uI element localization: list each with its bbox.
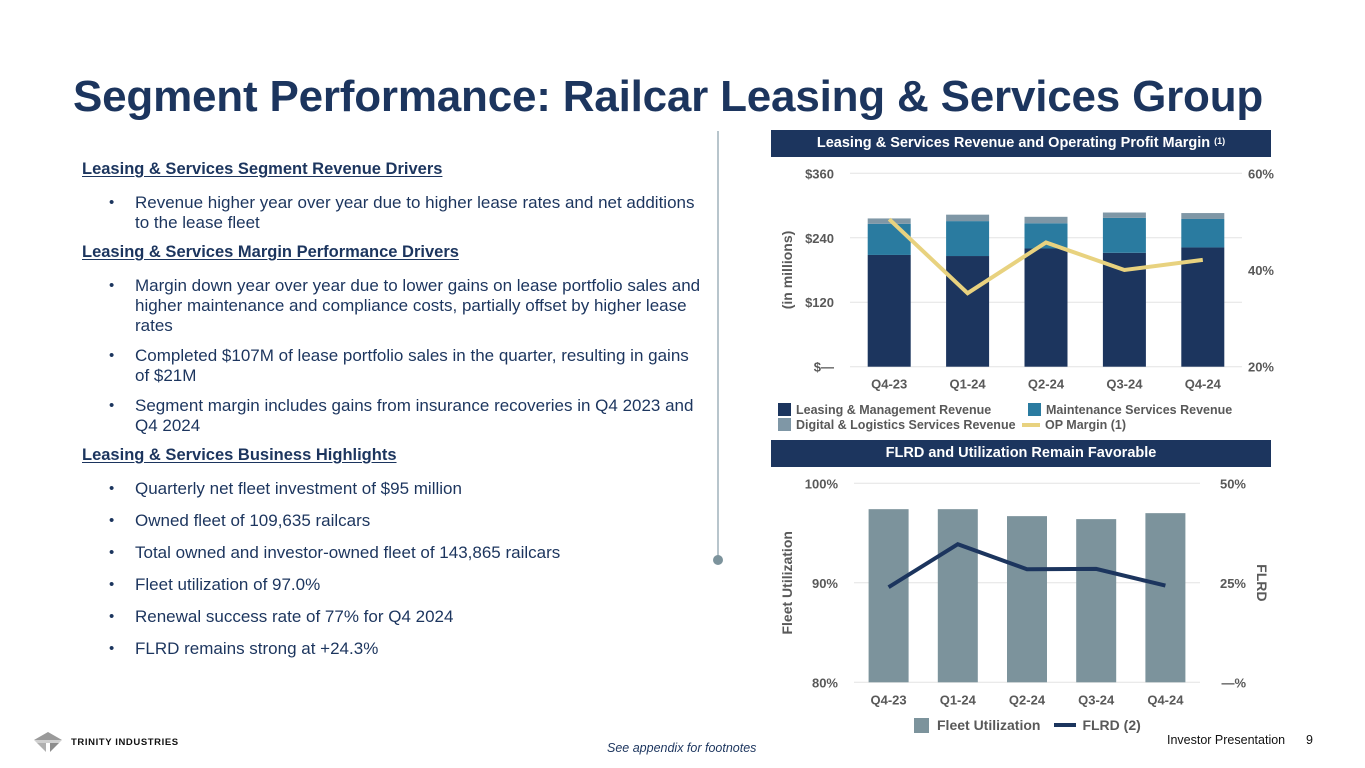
legend-item: Maintenance Services Revenue (1028, 403, 1232, 417)
bullet-item: Completed $107M of lease portfolio sales… (109, 346, 702, 386)
section-margin-drivers: Leasing & Services Margin Performance Dr… (82, 243, 702, 436)
y2-axis-label: FLRD (1254, 564, 1270, 601)
page-number: 9 (1306, 733, 1313, 747)
section-business-highlights: Leasing & Services Business Highlights Q… (82, 446, 702, 659)
y-tick-label: 90% (812, 576, 838, 591)
trinity-logo-icon (34, 732, 62, 752)
legend-item: Leasing & Management Revenue (778, 403, 1028, 417)
legend-swatch-utilization (914, 717, 929, 733)
legend-item: OP Margin (1) (1022, 418, 1126, 432)
legend-swatch-leasing (778, 403, 791, 416)
legend-swatch-op-margin (1022, 422, 1040, 427)
legend-item: Digital & Logistics Services Revenue (778, 418, 1028, 432)
section-heading: Leasing & Services Business Highlights (82, 446, 397, 464)
bar-fleet-utilization-q4-23 (868, 509, 909, 683)
bullet-item: Segment margin includes gains from insur… (109, 396, 702, 436)
y-axis-label: Fleet Utilization (779, 531, 795, 634)
x-tick-label: Q1-24 (950, 377, 987, 392)
chart2-title-banner: FLRD and Utilization Remain Favorable (771, 440, 1271, 467)
bar-digital-logistics-services-revenue-q4-24 (1181, 213, 1225, 219)
legend-swatch-flrd (1054, 723, 1077, 727)
y2-tick-label: 25% (1220, 576, 1246, 591)
chart1-legend: Leasing & Management Revenue Maintenance… (778, 402, 1278, 432)
chart1-title-footnote: (1) (1214, 136, 1226, 146)
section-heading: Leasing & Services Margin Performance Dr… (82, 243, 459, 261)
bar-digital-logistics-services-revenue-q3-24 (1102, 212, 1146, 218)
x-tick-label: Q4-23 (871, 692, 907, 707)
x-tick-label: Q4-23 (871, 377, 907, 392)
revenue-margin-chart: $— $120 $240 $360 20% 40% 60% (in millions) Q4-2… (779, 166, 1274, 392)
bullet-item: Quarterly net fleet investment of $95 mi… (109, 479, 702, 499)
bullet-item: Margin down year over year due to lower … (109, 276, 702, 336)
x-tick-label: Q4-24 (1147, 692, 1184, 707)
bar-fleet-utilization-q1-24 (937, 509, 978, 683)
y-tick-label: $240 (805, 231, 834, 246)
bar-maintenance-services-revenue-q3-24 (1102, 217, 1146, 253)
x-tick-label: Q1-24 (940, 692, 977, 707)
legend-swatch-digital (778, 418, 791, 431)
section-revenue-drivers: Leasing & Services Segment Revenue Drive… (82, 160, 702, 233)
divider-dot (713, 555, 723, 565)
text-panel: Leasing & Services Segment Revenue Drive… (82, 160, 702, 671)
bar-leasing-management-revenue-q4-24 (1181, 247, 1225, 367)
chart1-title: Leasing & Services Revenue and Operating… (816, 135, 1211, 151)
logo-text: TRINITY INDUSTRIES (71, 736, 179, 748)
y-tick-label: 80% (812, 675, 838, 690)
bar-maintenance-services-revenue-q4-23 (867, 223, 911, 255)
legend-label: Maintenance Services Revenue (1046, 402, 1233, 417)
page-title: Segment Performance: Railcar Leasing & S… (73, 72, 1264, 121)
x-tick-label: Q3-24 (1106, 377, 1143, 392)
company-logo: TRINITY INDUSTRIES (33, 731, 179, 753)
y2-tick-label: 20% (1248, 360, 1274, 375)
y2-tick-label: 50% (1220, 476, 1246, 491)
vertical-divider (717, 131, 719, 561)
bullet-item: Owned fleet of 109,635 railcars (109, 511, 702, 531)
x-tick-label: Q4-24 (1185, 377, 1222, 392)
footnote-text: See appendix for footnotes (607, 741, 757, 755)
legend-label: Digital & Logistics Services Revenue (796, 417, 1016, 432)
y-tick-label: $— (814, 360, 834, 375)
bar-fleet-utilization-q4-24 (1145, 513, 1186, 683)
bar-fleet-utilization-q3-24 (1076, 519, 1117, 683)
bar-digital-logistics-services-revenue-q1-24 (946, 214, 990, 222)
y-tick-label: $360 (805, 166, 834, 181)
bar-digital-logistics-services-revenue-q2-24 (1024, 216, 1068, 224)
x-tick-label: Q2-24 (1009, 692, 1046, 707)
legend-label: OP Margin (1) (1045, 417, 1127, 432)
bullet-item: Total owned and investor-owned fleet of … (109, 543, 702, 563)
bullet-item: FLRD remains strong at +24.3% (109, 639, 702, 659)
y2-tick-label: 60% (1248, 166, 1274, 181)
y-axis-label: (in millions) (779, 231, 795, 310)
bar-leasing-management-revenue-q2-24 (1024, 248, 1068, 367)
chart2-title: FLRD and Utilization Remain Favorable (885, 445, 1157, 461)
chart2-legend: Fleet Utilization FLRD (2) (914, 717, 1141, 733)
bullet-item: Fleet utilization of 97.0% (109, 575, 702, 595)
legend-label: Leasing & Management Revenue (796, 402, 992, 417)
y2-tick-label: —% (1221, 675, 1246, 690)
y2-tick-label: 40% (1248, 263, 1274, 278)
bar-fleet-utilization-q2-24 (1007, 516, 1047, 683)
bar-leasing-management-revenue-q4-23 (867, 254, 911, 367)
x-tick-label: Q2-24 (1028, 377, 1065, 392)
x-tick-label: Q3-24 (1078, 692, 1115, 707)
legend-label: FLRD (2) (1082, 717, 1141, 733)
y-tick-label: $120 (805, 295, 834, 310)
bullet-item: Renewal success rate of 77% for Q4 2024 (109, 607, 702, 627)
y-tick-label: 100% (805, 476, 839, 491)
legend-label: Fleet Utilization (937, 717, 1041, 733)
bar-maintenance-services-revenue-q4-24 (1181, 218, 1225, 248)
presentation-label: Investor Presentation (1167, 733, 1286, 747)
chart1-title-banner: Leasing & Services Revenue and Operating… (771, 130, 1271, 157)
legend-swatch-maintenance (1028, 403, 1041, 416)
bullet-item: Revenue higher year over year due to hig… (109, 193, 702, 233)
flrd-utilization-chart: 80% 90% 100% —% 25% 50% Fleet Utilization FLRD Q… (779, 476, 1270, 707)
bar-leasing-management-revenue-q1-24 (946, 256, 990, 367)
section-heading: Leasing & Services Segment Revenue Drive… (82, 160, 443, 178)
bar-maintenance-services-revenue-q1-24 (946, 221, 990, 257)
